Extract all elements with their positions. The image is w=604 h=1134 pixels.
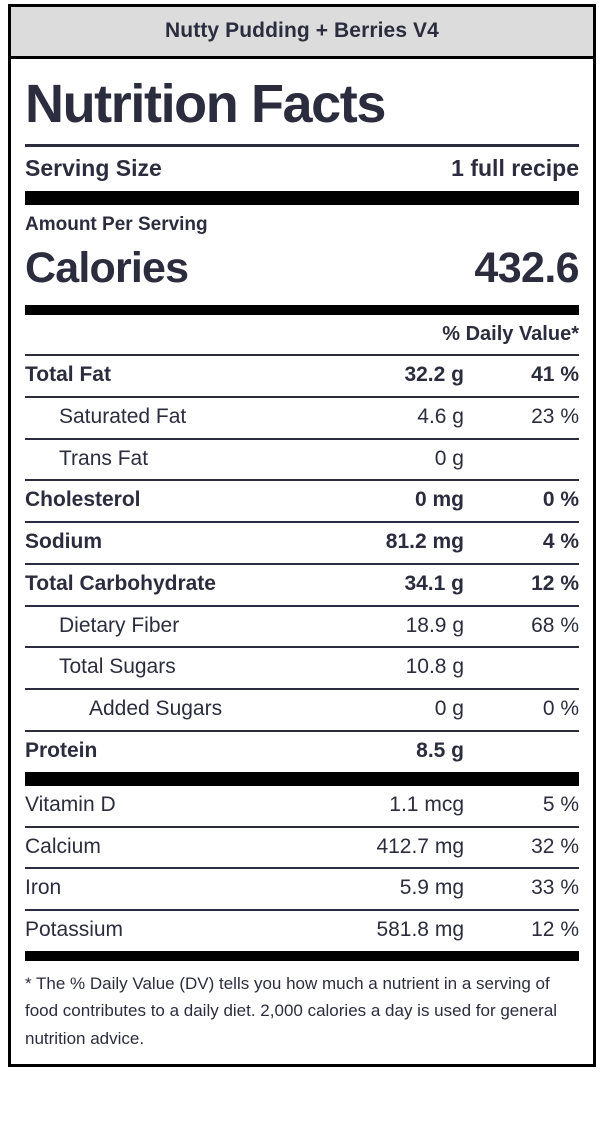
micronutrient-row: Iron 5.9 mg 33 % (25, 869, 579, 909)
nutrient-daily-value: 4 % (542, 530, 579, 554)
micronutrient-name: Iron (25, 876, 62, 900)
page-title: Nutrition Facts (25, 74, 386, 134)
micronutrient-name: Calcium (25, 834, 101, 858)
thick-divider-calories (25, 305, 579, 316)
nutrient-name: Added Sugars (89, 697, 223, 721)
nutrient-row: Saturated Fat 4.6 g 23 % (25, 398, 579, 438)
micronutrient-row: Potassium 581.8 mg 12 % (25, 911, 579, 951)
thick-divider-footnote (25, 950, 579, 961)
nutrient-table: Total Fat 32.2 g 41 % Saturated Fat 4.6 g 23 … (25, 354, 579, 772)
nutrient-name: Cholesterol (25, 488, 141, 512)
nutrient-daily-value: 41 % (531, 363, 579, 387)
row-divider (25, 729, 579, 732)
nutrient-name: Total Fat (25, 363, 111, 387)
nutrition-label-wrapper: Nutty Pudding + Berries V4 Nutrition Fac… (8, 4, 596, 1068)
micronutrient-amount: 412.7 mg (376, 834, 464, 858)
serving-size-row: Serving Size 1 full recipe (25, 147, 579, 191)
micronutrient-amount: 1.1 mcg (389, 792, 464, 816)
nutrient-row: Total Fat 32.2 g 41 % (25, 356, 579, 396)
nutrient-row: Sodium 81.2 mg 4 % (25, 523, 579, 563)
nutrient-name: Total Sugars (59, 655, 176, 679)
micronutrient-table: Vitamin D 1.1 mcg 5 % Calcium 412.7 mg 32 % Ir… (25, 786, 579, 951)
thick-divider-micronutrients (25, 771, 579, 786)
nutrient-row: Cholesterol 0 mg 0 % (25, 481, 579, 521)
nutrient-row: Trans Fat 0 g (25, 440, 579, 480)
micronutrient-row: Vitamin D 1.1 mcg 5 % (25, 786, 579, 826)
micronutrient-name: Vitamin D (25, 792, 116, 816)
row-divider (25, 688, 579, 691)
nutrient-amount: 4.6 g (417, 404, 464, 428)
recipe-title: Nutty Pudding + Berries V4 (11, 7, 593, 59)
daily-value-footnote: * The % Daily Value (DV) tells you how m… (25, 973, 558, 1048)
nutrient-row: Protein 8.5 g (25, 732, 579, 772)
row-divider (25, 867, 579, 870)
nutrition-facts-label: Nutty Pudding + Berries V4 Nutrition Fac… (8, 4, 596, 1068)
row-divider (25, 646, 579, 649)
nutrient-row: Added Sugars 0 g 0 % (25, 690, 579, 730)
nutrient-name: Trans Fat (59, 446, 149, 470)
row-divider (25, 825, 579, 828)
divider-under-heading (25, 144, 579, 148)
nutrient-name: Protein (25, 738, 98, 762)
nutrient-amount: 32.2 g (404, 363, 464, 387)
nutrient-amount: 0 mg (414, 488, 464, 512)
row-divider (25, 909, 579, 912)
calories-value: 432.6 (474, 244, 579, 293)
thick-divider-top (25, 191, 579, 206)
row-divider (25, 521, 579, 524)
calories-row: Calories 432.6 (25, 242, 580, 305)
micronutrient-amount: 5.9 mg (399, 876, 464, 900)
nutrient-amount: 18.9 g (405, 613, 464, 637)
nutrient-daily-value: 23 % (531, 404, 579, 428)
serving-size-value: 1 full recipe (451, 155, 579, 182)
micronutrient-name: Potassium (25, 918, 124, 942)
row-divider (25, 437, 579, 440)
nutrient-name: Sodium (25, 530, 102, 554)
nutrient-name: Dietary Fiber (59, 613, 180, 637)
nutrient-amount: 0 g (434, 446, 464, 470)
daily-value-header: % Daily Value* (25, 315, 579, 354)
row-divider (25, 354, 579, 357)
row-divider (25, 395, 579, 398)
nutrient-row: Total Sugars 10.8 g (25, 648, 579, 688)
nutrient-row: Total Carbohydrate 34.1 g 12 % (25, 565, 579, 605)
micronutrient-row: Calcium 412.7 mg 32 % (25, 828, 579, 868)
nutrient-amount: 0 g (434, 697, 464, 721)
nutrient-row: Dietary Fiber 18.9 g 68 % (25, 607, 579, 647)
micronutrient-daily-value: 32 % (531, 834, 579, 858)
row-divider (25, 604, 579, 607)
micronutrient-daily-value: 33 % (531, 876, 579, 900)
nutrient-daily-value: 0 % (542, 488, 579, 512)
amount-per-serving-label: Amount Per Serving (25, 214, 208, 236)
label-body: Nutrition Facts Serving Size 1 full reci… (11, 59, 593, 1064)
nutrient-daily-value: 12 % (531, 571, 579, 595)
nutrient-daily-value: 0 % (542, 697, 579, 721)
nutrient-amount: 81.2 mg (385, 530, 464, 554)
nutrient-amount: 8.5 g (416, 738, 464, 762)
row-divider (25, 479, 579, 482)
row-divider (25, 562, 579, 565)
micronutrient-amount: 581.8 mg (376, 918, 464, 942)
nutrient-amount: 34.1 g (404, 571, 464, 595)
daily-value-header-label: % Daily Value* (442, 323, 579, 346)
serving-size-label: Serving Size (25, 155, 162, 182)
nutrient-name: Saturated Fat (59, 404, 187, 428)
nutrient-name: Total Carbohydrate (25, 571, 216, 595)
nutrient-daily-value: 68 % (531, 613, 579, 637)
micronutrient-daily-value: 12 % (531, 918, 579, 942)
micronutrient-daily-value: 5 % (542, 792, 579, 816)
calories-label: Calories (25, 244, 189, 293)
nutrient-amount: 10.8 g (405, 655, 464, 679)
